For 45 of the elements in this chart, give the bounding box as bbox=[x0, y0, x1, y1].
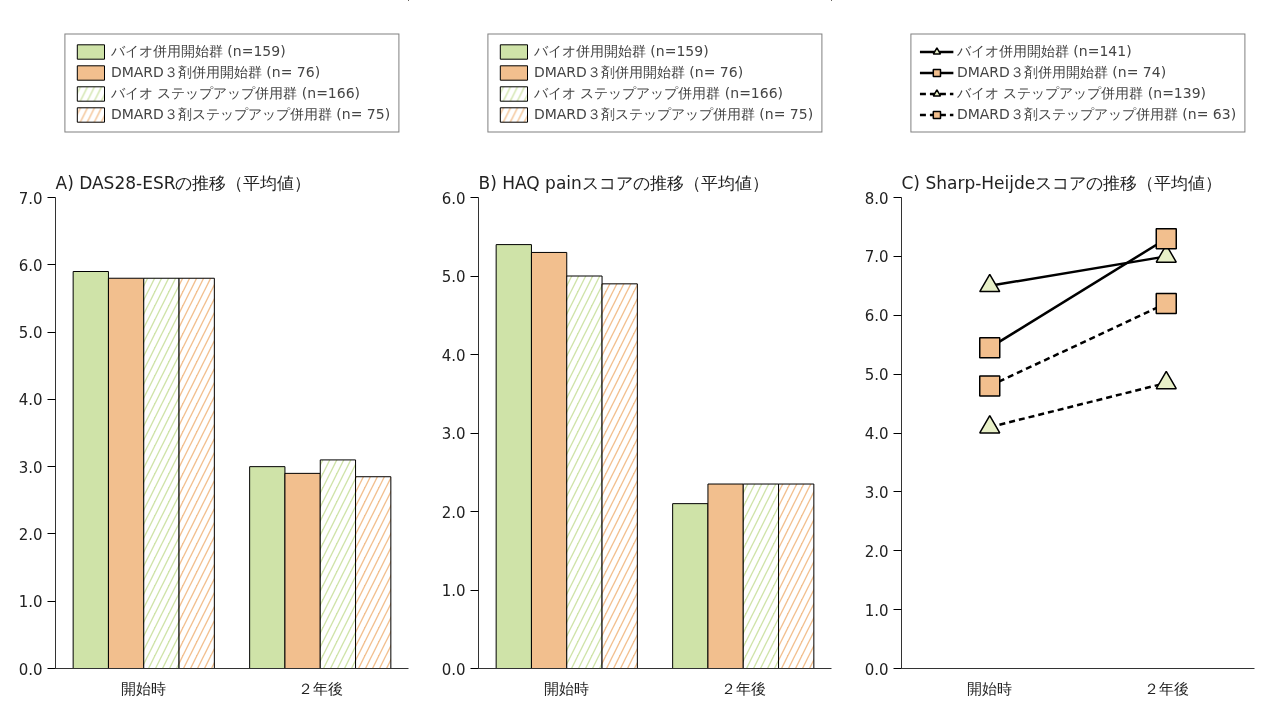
y-tick-label: 5.0 bbox=[441, 268, 466, 286]
y-tick-label: 4.0 bbox=[18, 391, 43, 410]
y-tick-label: 7.0 bbox=[864, 248, 889, 267]
x-tick-label: ２年後 bbox=[720, 679, 766, 698]
legend-label: DMARD３剤併用開始群 (n= 76) bbox=[110, 63, 321, 81]
y-tick-label: 8.0 bbox=[864, 189, 889, 208]
y-tick-label: 3.0 bbox=[864, 483, 889, 502]
y-tick-label: 1.0 bbox=[864, 601, 889, 620]
legend-label: DMARD３剤ステップアップ併用群 (n= 63) bbox=[956, 105, 1237, 123]
x-tick-label: 開始時 bbox=[121, 679, 167, 698]
y-tick-label: 2.0 bbox=[441, 503, 466, 522]
y-tick-label: 4.0 bbox=[864, 425, 889, 443]
chart-title: C) Sharp-Heijdeスコアの推移（平均値） bbox=[901, 172, 1223, 193]
x-tick-label: 開始時 bbox=[544, 679, 590, 698]
x-tick-label: 開始時 bbox=[967, 679, 1013, 698]
legend-label: バイオ ステップアップ併用群 (n=166) bbox=[533, 84, 784, 102]
y-tick-label: 3.0 bbox=[18, 458, 43, 477]
legend-label: DMARD３剤ステップアップ併用群 (n= 75) bbox=[533, 105, 814, 123]
legend-label: DMARD３剤ステップアップ併用群 (n= 75) bbox=[110, 105, 391, 123]
legend-label: バイオ併用開始群 (n=159) bbox=[533, 42, 709, 60]
y-tick-label: 3.0 bbox=[441, 425, 466, 443]
y-tick-label: 1.0 bbox=[18, 593, 43, 612]
y-tick-label: 5.0 bbox=[864, 366, 889, 385]
y-tick-label: 4.0 bbox=[441, 346, 466, 365]
chart-title: A) DAS28-ESRの推移（平均値） bbox=[55, 172, 312, 193]
legend-label: DMARD３剤併用開始群 (n= 74) bbox=[956, 63, 1167, 81]
chart-title: B) HAQ painスコアの推移（平均値） bbox=[478, 172, 769, 193]
legend-label: DMARD３剤併用開始群 (n= 76) bbox=[533, 63, 744, 81]
y-tick-label: 0.0 bbox=[18, 660, 43, 679]
x-tick-label: ２年後 bbox=[297, 679, 343, 698]
y-tick-label: 5.0 bbox=[18, 324, 43, 343]
y-tick-label: 6.0 bbox=[864, 307, 889, 326]
x-tick-label: ２年後 bbox=[1143, 679, 1189, 698]
y-tick-label: 2.0 bbox=[864, 542, 889, 561]
y-tick-label: 1.0 bbox=[441, 582, 466, 600]
y-tick-label: 0.0 bbox=[441, 660, 466, 679]
y-tick-label: 6.0 bbox=[18, 256, 43, 275]
legend-label: バイオ併用開始群 (n=159) bbox=[110, 42, 286, 60]
y-tick-label: 6.0 bbox=[441, 189, 466, 208]
y-tick-label: 0.0 bbox=[864, 660, 889, 679]
legend-label: バイオ ステップアップ併用群 (n=166) bbox=[110, 84, 361, 102]
legend-label: バイオ ステップアップ併用群 (n=139) bbox=[956, 84, 1207, 102]
y-tick-label: 7.0 bbox=[18, 189, 43, 208]
y-tick-label: 2.0 bbox=[18, 525, 43, 544]
legend-label: バイオ併用開始群 (n=141) bbox=[956, 42, 1132, 60]
